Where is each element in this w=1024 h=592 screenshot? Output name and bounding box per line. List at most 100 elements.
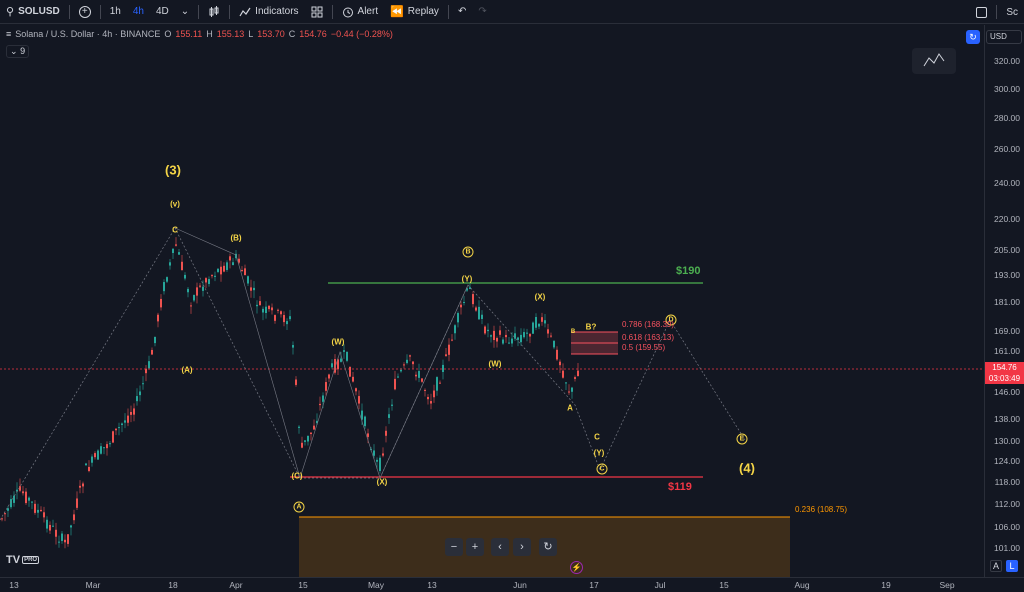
zoom-in-button[interactable]: + bbox=[466, 538, 484, 556]
time-tick: May bbox=[367, 580, 385, 590]
wave-x1-label[interactable]: (X) bbox=[376, 477, 388, 487]
close-value: 154.76 bbox=[299, 29, 327, 39]
wave-c-lower-label[interactable]: C bbox=[594, 432, 600, 442]
candle-body bbox=[124, 420, 126, 423]
interval-label: 1h bbox=[109, 6, 121, 17]
wave-w2-label[interactable]: (W) bbox=[488, 359, 502, 369]
wave-y1-label[interactable]: (Y) bbox=[461, 274, 473, 284]
indicator-count[interactable]: ⌄ 9 bbox=[6, 45, 30, 58]
wave-a-lower-label[interactable]: A bbox=[567, 403, 573, 413]
candle-body bbox=[469, 287, 471, 290]
wave-circle-b[interactable]: B bbox=[462, 246, 474, 258]
chart-pane[interactable] bbox=[0, 25, 984, 577]
reset-chart-button[interactable]: ↻ bbox=[539, 538, 557, 556]
scroll-left-button[interactable]: ‹ bbox=[491, 538, 509, 556]
legend-menu-icon[interactable]: ≡ bbox=[6, 29, 12, 39]
candle-body bbox=[508, 342, 510, 344]
pattern-tool-button[interactable] bbox=[912, 48, 956, 74]
candle-body bbox=[445, 354, 447, 356]
wave-y2-label[interactable]: (Y) bbox=[593, 448, 605, 458]
logo-text: TV bbox=[6, 554, 21, 566]
candle-body bbox=[115, 428, 117, 431]
bar-countdown: 03:03:49 bbox=[988, 374, 1021, 383]
candle-body bbox=[304, 440, 306, 442]
candle-body bbox=[181, 261, 183, 271]
log-scale-button[interactable]: L bbox=[1006, 560, 1018, 572]
wave-circle-d[interactable]: D bbox=[665, 314, 677, 326]
interval-4h[interactable]: 4h bbox=[127, 0, 150, 24]
divider bbox=[68, 4, 70, 19]
sync-button[interactable]: ↻ bbox=[966, 30, 980, 44]
wave-b-small-label[interactable]: B bbox=[570, 329, 576, 335]
candle-body bbox=[262, 308, 264, 313]
target-high-label[interactable]: $190 bbox=[676, 265, 701, 277]
replay-button[interactable]: ⏪ Replay bbox=[384, 0, 445, 24]
interval-4d[interactable]: 4D bbox=[150, 0, 175, 24]
candle-body bbox=[274, 315, 276, 321]
wave-x2-label[interactable]: (X) bbox=[534, 292, 546, 302]
legend-title[interactable]: Solana / U.S. Dollar · 4h · BINANCE bbox=[15, 29, 161, 39]
scroll-right-button[interactable]: › bbox=[513, 538, 531, 556]
price-tick: 181.00 bbox=[994, 297, 1020, 307]
wave-circle-c[interactable]: C bbox=[596, 463, 608, 475]
candle-body bbox=[412, 361, 414, 365]
price-tick: 138.00 bbox=[994, 414, 1020, 424]
candle-body bbox=[322, 395, 324, 402]
price-axis[interactable]: 320.00 300.00 280.00 260.00 240.00 220.00 205.… bbox=[984, 25, 1024, 577]
low-key: L bbox=[248, 29, 254, 39]
symbol-search[interactable]: ⚲ SOLUSD bbox=[0, 0, 66, 24]
wave-circle-a[interactable]: A bbox=[293, 501, 305, 513]
interval-dropdown[interactable]: ⌄ bbox=[175, 0, 195, 24]
time-tick: Aug bbox=[794, 580, 810, 590]
search-icon: ⚲ bbox=[6, 6, 15, 18]
candle-body bbox=[10, 499, 12, 508]
wave-c-top-label[interactable]: C bbox=[172, 225, 178, 235]
wave-c-label[interactable]: (C) bbox=[291, 471, 303, 481]
candle-body bbox=[127, 415, 129, 423]
candle-body bbox=[544, 320, 546, 324]
fullscreen-button[interactable] bbox=[970, 0, 993, 24]
candle-body bbox=[574, 377, 576, 379]
candle-body bbox=[433, 390, 435, 398]
candle-body bbox=[244, 268, 246, 276]
candle-body bbox=[253, 287, 255, 291]
screenshot-label[interactable]: Sc bbox=[1006, 6, 1018, 18]
candle-body bbox=[145, 368, 147, 374]
candle-body bbox=[268, 305, 270, 310]
candle-body bbox=[259, 301, 261, 306]
lightning-icon[interactable]: ⚡ bbox=[570, 561, 583, 574]
candle-body bbox=[136, 396, 138, 402]
wave-b-label[interactable]: (B) bbox=[230, 233, 242, 243]
alert-button[interactable]: Alert bbox=[336, 0, 385, 24]
candle-body bbox=[55, 529, 57, 537]
zoom-out-button[interactable]: − bbox=[445, 538, 463, 556]
interval-1h[interactable]: 1h bbox=[104, 0, 127, 24]
wave-circle-e[interactable]: E bbox=[736, 433, 748, 445]
candle-body bbox=[238, 258, 240, 263]
wave-v-label[interactable]: (v) bbox=[170, 199, 180, 209]
time-axis[interactable]: 13 Mar 18 Apr 15 May 13 Jun 17 Jul 15 Aug 19 Sep bbox=[0, 577, 1024, 592]
auto-scale-button[interactable]: A bbox=[990, 560, 1002, 572]
templates-button[interactable] bbox=[305, 0, 329, 24]
indicators-button[interactable]: Indicators bbox=[233, 0, 304, 24]
candle-body bbox=[538, 323, 540, 327]
wave-a-label[interactable]: (A) bbox=[181, 365, 193, 375]
candle-body bbox=[250, 287, 252, 291]
undo-button[interactable]: ↶ bbox=[452, 0, 472, 24]
currency-selector[interactable]: USD bbox=[986, 30, 1022, 44]
time-tick: Apr bbox=[229, 580, 243, 590]
wave-3-label[interactable]: (3) bbox=[165, 162, 181, 178]
undo-icon: ↶ bbox=[457, 6, 467, 17]
wave-b-question-label[interactable]: B? bbox=[585, 322, 597, 332]
redo-button[interactable]: ↷ bbox=[472, 0, 492, 24]
price-tick: 101.00 bbox=[994, 543, 1020, 553]
chart-type-button[interactable] bbox=[202, 0, 226, 24]
target-low-label[interactable]: $119 bbox=[668, 481, 692, 493]
sync-icon: ↻ bbox=[969, 32, 977, 42]
wave-w1-label[interactable]: (W) bbox=[331, 337, 345, 347]
compare-button[interactable]: + bbox=[73, 0, 97, 24]
candle-body bbox=[172, 248, 174, 254]
wave-4-label[interactable]: (4) bbox=[739, 460, 755, 476]
candle-body bbox=[118, 427, 120, 429]
candle-body bbox=[388, 414, 390, 418]
